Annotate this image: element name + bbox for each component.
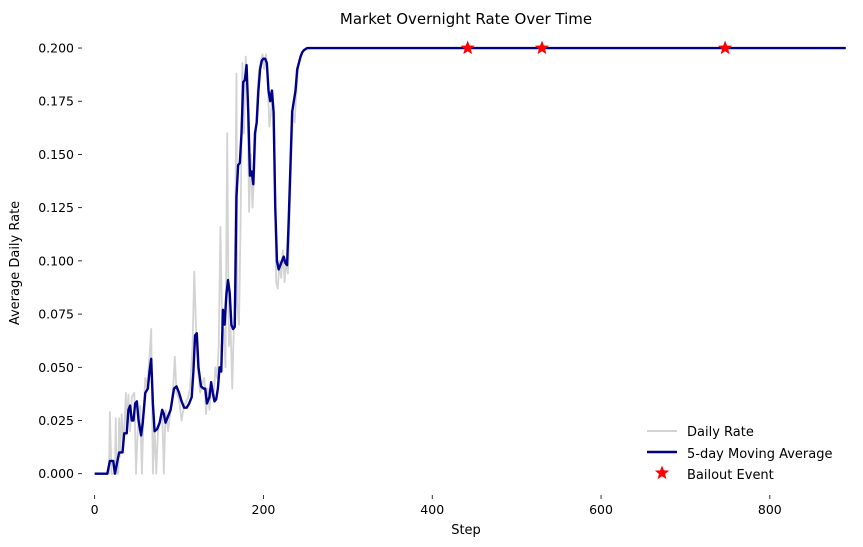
- bailout-marker: [534, 40, 550, 55]
- x-tick-label: 200: [252, 502, 276, 517]
- moving-average-line: [94, 46, 846, 475]
- x-tick-label: 800: [758, 502, 782, 517]
- x-axis-label: Step: [451, 523, 481, 538]
- x-tick-label: 600: [589, 502, 613, 517]
- x-tick-label: 0: [91, 502, 99, 517]
- chart-title: Market Overnight Rate Over Time: [340, 10, 592, 28]
- legend-label-bailout-event: Bailout Event: [687, 468, 774, 483]
- y-tick-label: 0.150: [38, 147, 74, 162]
- y-ticks: 0.000 0.025 0.050 0.075 0.100 0.125 0.150 0.175…: [38, 41, 82, 481]
- y-tick-label: 0.050: [38, 360, 74, 375]
- y-tick-label: 0.025: [38, 413, 74, 428]
- plot-area: [94, 40, 846, 475]
- y-tick-label: 0.000: [38, 466, 74, 481]
- y-axis-label: Average Daily Rate: [8, 201, 23, 325]
- x-ticks: 0 200 400 600 800: [91, 495, 782, 517]
- daily-rate-line: [94, 47, 846, 475]
- x-tick-label: 400: [420, 502, 444, 517]
- y-tick-label: 0.075: [38, 307, 74, 322]
- legend-swatch-bailout-star: [654, 465, 670, 480]
- y-tick-label: 0.175: [38, 94, 74, 109]
- y-tick-label: 0.125: [38, 200, 74, 215]
- legend-label-daily-rate: Daily Rate: [687, 425, 754, 440]
- bailout-marker: [717, 40, 733, 55]
- y-tick-label: 0.200: [38, 41, 74, 56]
- y-tick-label: 0.100: [38, 253, 74, 268]
- legend-label-moving-average: 5-day Moving Average: [687, 447, 833, 462]
- bailout-marker: [460, 40, 475, 55]
- legend: Daily Rate 5-day Moving Average Bailout …: [647, 425, 833, 483]
